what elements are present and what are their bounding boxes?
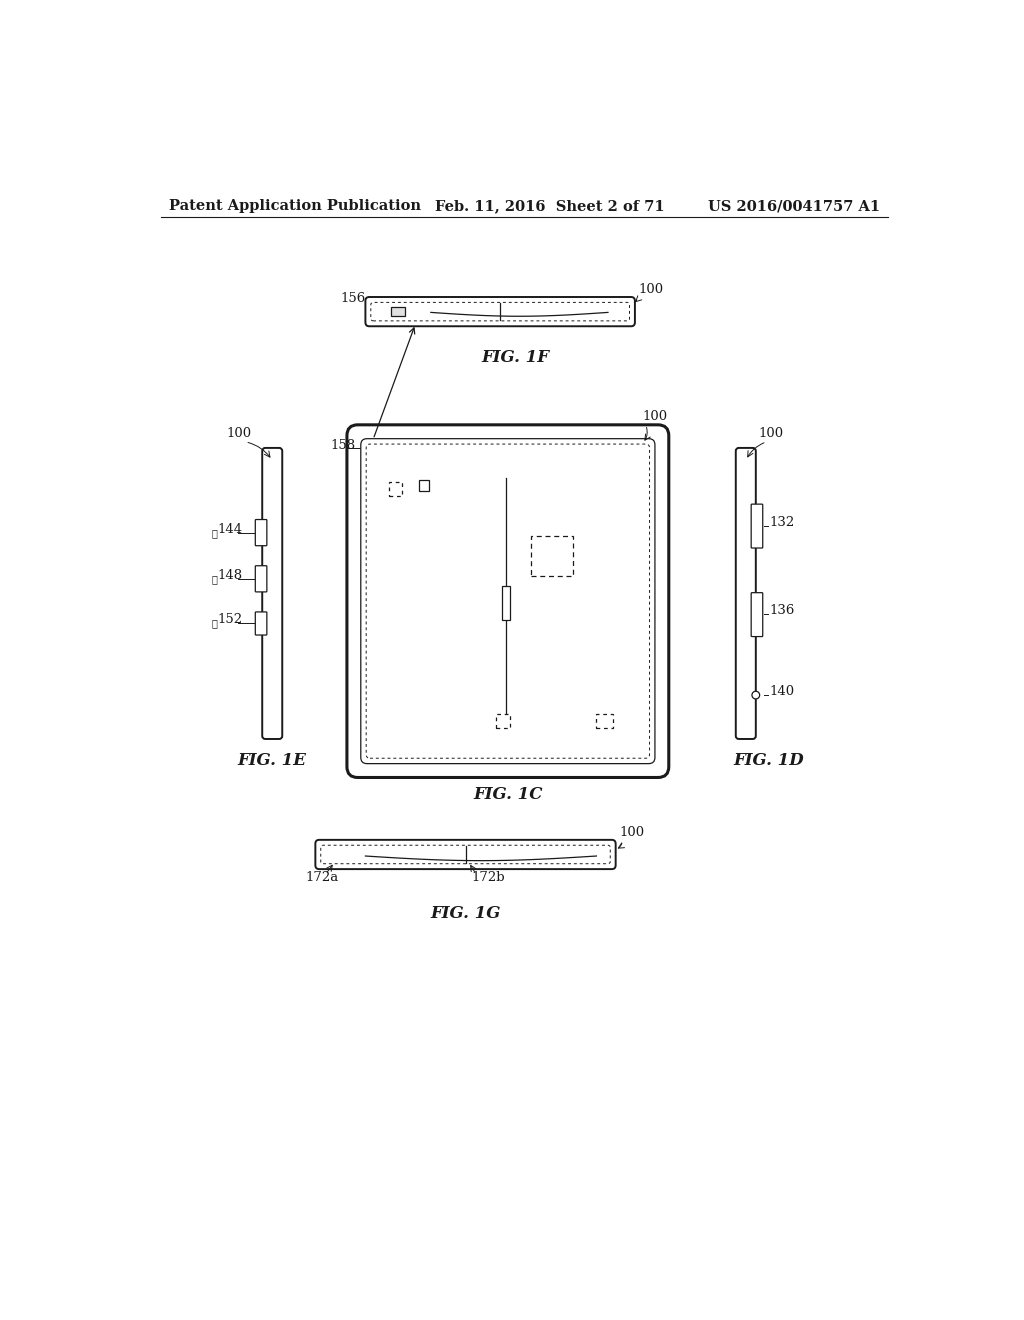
FancyBboxPatch shape (736, 447, 756, 739)
Bar (503, 586, 510, 620)
Text: 136: 136 (770, 605, 795, 618)
Text: 152: 152 (217, 614, 243, 627)
Text: ℓ: ℓ (212, 619, 217, 628)
FancyBboxPatch shape (255, 520, 267, 545)
Bar (596, 714, 613, 729)
Text: 172b: 172b (387, 495, 421, 508)
Bar (388, 482, 402, 496)
FancyBboxPatch shape (315, 840, 615, 869)
Text: 100: 100 (620, 826, 645, 840)
FancyBboxPatch shape (255, 566, 267, 591)
Text: 172b: 172b (472, 871, 505, 883)
Text: 172a: 172a (305, 871, 339, 883)
Text: FIG. 1F: FIG. 1F (481, 350, 550, 367)
Text: ℓ: ℓ (212, 529, 217, 537)
Text: 176: 176 (539, 516, 564, 529)
Text: FIG. 1C: FIG. 1C (473, 785, 543, 803)
Text: FIG. 1G: FIG. 1G (430, 904, 501, 921)
Bar (531, 536, 573, 576)
FancyBboxPatch shape (347, 425, 669, 777)
Text: Patent Application Publication: Patent Application Publication (169, 199, 421, 213)
Text: 100: 100 (226, 428, 252, 440)
Text: 158: 158 (331, 440, 356, 453)
Text: 100: 100 (643, 411, 668, 424)
Bar (497, 714, 510, 729)
Text: ℓ: ℓ (212, 576, 217, 583)
Text: 172a: 172a (494, 733, 526, 744)
Text: 140: 140 (770, 685, 795, 698)
Text: 164: 164 (614, 726, 640, 739)
Text: FIG. 1D: FIG. 1D (733, 752, 804, 770)
FancyBboxPatch shape (360, 438, 655, 763)
FancyBboxPatch shape (367, 444, 649, 758)
Text: FIG. 1E: FIG. 1E (238, 752, 306, 770)
FancyBboxPatch shape (366, 297, 635, 326)
FancyBboxPatch shape (752, 593, 763, 636)
FancyBboxPatch shape (255, 612, 267, 635)
Text: US 2016/0041757 A1: US 2016/0041757 A1 (708, 199, 881, 213)
Text: 144: 144 (217, 523, 243, 536)
Bar (391, 308, 404, 317)
FancyBboxPatch shape (262, 447, 283, 739)
Bar (419, 480, 429, 491)
FancyBboxPatch shape (321, 845, 610, 863)
Text: 156: 156 (340, 293, 366, 305)
Text: 160: 160 (432, 478, 457, 491)
Text: 100: 100 (759, 428, 784, 440)
Circle shape (752, 692, 760, 700)
Text: 148: 148 (217, 569, 243, 582)
Text: 132: 132 (770, 516, 795, 529)
Text: 128: 128 (511, 591, 537, 605)
Text: 100: 100 (639, 284, 664, 296)
FancyBboxPatch shape (752, 504, 763, 548)
Text: Feb. 11, 2016  Sheet 2 of 71: Feb. 11, 2016 Sheet 2 of 71 (435, 199, 665, 213)
FancyBboxPatch shape (371, 302, 630, 321)
